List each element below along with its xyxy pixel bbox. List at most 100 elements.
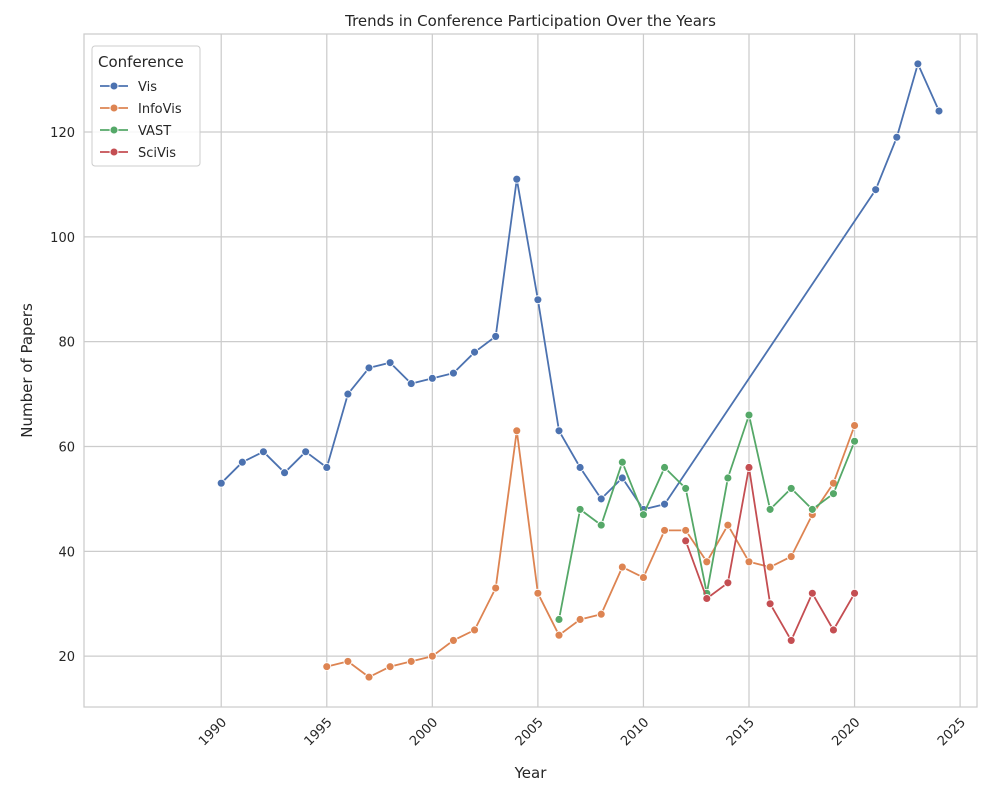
x-tick-label: 2025 [935,715,969,749]
data-point [681,483,691,493]
data-point [765,599,775,609]
data-point [660,525,670,535]
legend-item-vast: VAST [100,124,171,139]
data-point [660,499,670,509]
series-infovis [322,421,860,682]
legend-label: Vis [138,80,157,95]
legend-label: SciVis [138,146,176,161]
data-point [828,489,838,499]
data-point [702,594,712,603]
data-point [427,651,437,661]
data-point [491,583,501,593]
data-point [723,473,733,483]
data-point [237,457,247,467]
x-axis-label: Year [514,764,548,782]
legend-marker [109,81,119,91]
x-tick-label: 2005 [513,715,547,749]
legend-item-infovis: InfoVis [100,102,182,117]
data-point [216,478,226,488]
legend: Conference Vis InfoVis VAST SciVis [91,45,201,167]
data-point [744,557,754,567]
data-point [702,557,712,567]
data-point [850,588,860,598]
data-point [554,630,564,640]
data-point [322,662,332,672]
legend-items: Vis InfoVis VAST SciVis [100,80,182,161]
data-point [617,473,627,483]
data-point [575,463,585,472]
y-tick-label: 80 [58,336,75,351]
data-point [871,185,881,195]
y-tick-label: 60 [58,441,75,456]
y-axis-ticks: 20 40 60 80 100 120 [50,126,75,665]
x-tick-label: 2010 [618,715,652,749]
legend-box [91,45,201,167]
legend-label: VAST [138,124,171,139]
data-point [385,358,395,368]
data-point [765,504,775,514]
x-axis-ticks: 1990 1995 2000 2005 2010 2015 2020 2025 [196,715,969,749]
y-tick-label: 40 [58,545,75,560]
data-point [638,510,648,520]
data-point [786,483,796,493]
data-point [491,331,501,341]
legend-item-scivis: SciVis [100,146,176,161]
legend-marker [109,103,119,113]
data-point [364,363,374,373]
data-point [660,463,670,472]
x-tick-label: 2000 [407,715,441,749]
data-point [512,426,522,436]
data-point [723,520,733,530]
data-point [596,494,606,504]
data-point [892,132,902,142]
data-point [280,468,290,478]
data-point [850,436,860,446]
data-point [681,536,691,546]
data-point [596,609,606,619]
data-point [744,410,754,420]
legend-item-vis: Vis [100,80,157,95]
series-layer [216,59,944,682]
data-point [364,672,374,682]
data-point [470,347,480,357]
y-tick-label: 120 [50,126,75,141]
data-point [807,504,817,514]
data-point [828,625,838,635]
data-point [322,463,332,472]
plot-frame [83,33,978,708]
data-point [575,615,585,624]
series-scivis [681,463,860,645]
data-point [554,615,564,624]
data-point [343,656,353,666]
legend-label: InfoVis [138,102,182,117]
x-tick-label: 2020 [829,715,863,749]
data-point [427,373,437,383]
data-point [786,552,796,562]
data-point [406,656,416,666]
legend-marker [109,147,119,157]
y-tick-label: 100 [50,231,75,246]
data-point [448,368,458,378]
x-tick-label: 1990 [196,715,230,749]
grid [84,34,977,707]
data-point [533,588,543,598]
chart-title: Trends in Conference Participation Over … [344,12,716,30]
data-point [681,525,691,535]
x-tick-label: 1995 [302,715,336,749]
data-point [913,59,923,69]
series-vis [216,59,944,514]
data-point [575,504,585,514]
data-point [807,588,817,598]
data-point [765,562,775,572]
y-tick-label: 20 [58,650,75,665]
data-point [470,625,480,635]
data-point [512,174,522,184]
data-point [617,457,627,467]
data-point [744,463,754,472]
y-axis-label: Number of Papers [18,303,36,438]
data-point [448,635,458,645]
series-line [220,63,940,511]
data-point [596,520,606,530]
